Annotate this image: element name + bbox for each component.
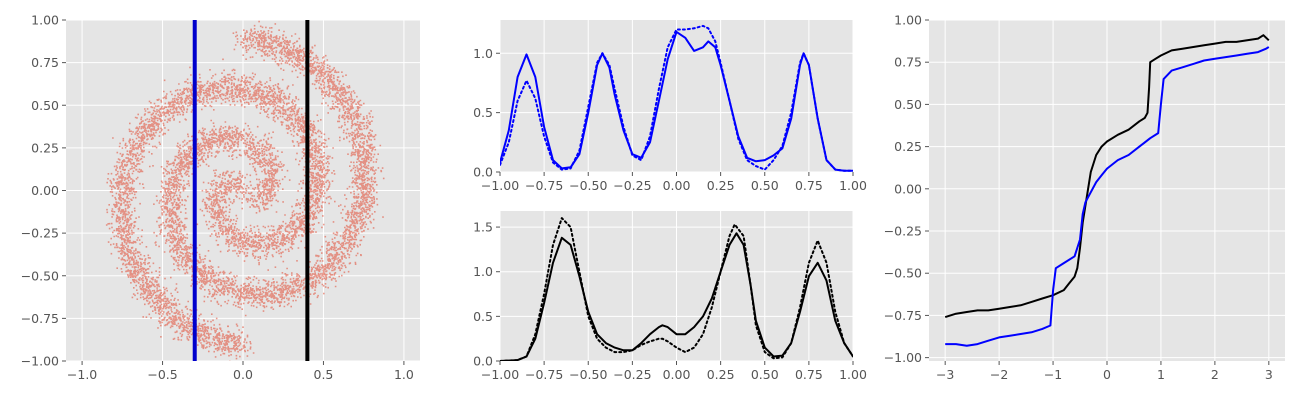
series-line-2 [500, 24, 853, 172]
axis-ticks: −1.00 −0.75 −0.50 −0.25 0.00 0.25 0.50 0.75 1.00… [473, 46, 867, 193]
x-tick-label: −0.25 [613, 367, 651, 382]
y-tick-label: 0.25 [31, 140, 59, 155]
x-tick-label: 0.00 [663, 367, 691, 382]
x-tick-label: 0.00 [663, 178, 691, 193]
x-tick-label: 0.50 [751, 178, 779, 193]
x-tick-label: 1.00 [839, 367, 867, 382]
scatter-points [105, 20, 385, 361]
scatter-point-cloud [105, 20, 385, 361]
x-tick-label: 0.5 [314, 367, 334, 382]
grid [499, 20, 854, 173]
series-line-1 [500, 30, 853, 172]
y-tick-label: 1.0 [473, 46, 493, 61]
x-tick-label: −0.25 [613, 178, 651, 193]
plot-content [105, 20, 385, 361]
y-tick-label: −1.00 [884, 350, 922, 365]
y-tick-label: −0.50 [884, 266, 922, 281]
y-tick-label: 0.75 [894, 55, 922, 70]
grid [499, 211, 854, 362]
grid [929, 19, 1285, 361]
y-tick-label: 0.50 [894, 97, 922, 112]
y-tick-label: 0.00 [894, 181, 922, 196]
panel-1: −1.0 −0.5 0.0 0.5 1.0 −1.00 −0.75 −0.50 −0.25 0.0… [21, 13, 420, 383]
x-tick-label: 0.50 [751, 367, 779, 382]
y-tick-label: 0.5 [473, 105, 493, 120]
x-tick-label: −0.75 [525, 178, 563, 193]
y-tick-label: −0.25 [21, 226, 59, 241]
x-tick-label: −0.50 [569, 367, 607, 382]
x-tick-label: −3 [936, 367, 954, 382]
x-tick-label: 0.25 [707, 367, 735, 382]
x-tick-label: −1 [1044, 367, 1062, 382]
x-tick-label: 0.0 [233, 367, 253, 382]
y-tick-label: 1.00 [894, 13, 922, 28]
axis-ticks: −3 −2 −1 0 1 2 3 −1.00 −0.75 −0.50 −0.25 0.00 0.25 0.… [884, 13, 1273, 383]
y-tick-label: 0.25 [894, 139, 922, 154]
panel-3: −1.00 −0.75 −0.50 −0.25 0.00 0.25 0.50 0.75 1.00… [473, 211, 867, 382]
y-tick-label: 0.0 [473, 354, 493, 369]
x-tick-label: 1.00 [839, 178, 867, 193]
y-tick-label: −1.00 [21, 354, 59, 369]
x-tick-label: −0.5 [147, 367, 177, 382]
y-tick-label: 0.0 [473, 165, 493, 180]
x-tick-label: −2 [990, 367, 1008, 382]
plot-content [500, 24, 853, 172]
series-line-2 [945, 46, 1270, 347]
x-tick-label: −0.75 [525, 367, 563, 382]
x-tick-label: 2 [1211, 367, 1219, 382]
x-tick-label: −1.00 [481, 178, 519, 193]
y-tick-label: 0.00 [31, 183, 59, 198]
y-tick-label: −0.75 [884, 308, 922, 323]
axis-ticks: −1.0 −0.5 0.0 0.5 1.0 −1.00 −0.75 −0.50 −0.25 0.0… [21, 13, 414, 383]
y-tick-label: 1.5 [473, 220, 493, 235]
y-tick-label: −0.75 [21, 311, 59, 326]
x-tick-label: 0.75 [795, 367, 823, 382]
y-tick-label: −0.50 [21, 268, 59, 283]
series-line-2 [500, 217, 853, 361]
x-tick-label: −1.0 [67, 367, 97, 382]
plot-content [944, 34, 1270, 347]
series-line-1 [944, 34, 1270, 319]
y-tick-label: 0.75 [31, 55, 59, 70]
x-tick-label: −0.50 [569, 178, 607, 193]
x-tick-label: 1 [1157, 367, 1165, 382]
y-tick-label: 0.5 [473, 309, 493, 324]
x-tick-label: −1.00 [481, 367, 519, 382]
plot-content [500, 217, 853, 361]
x-tick-label: 0.25 [707, 178, 735, 193]
x-tick-label: 0.75 [795, 178, 823, 193]
y-tick-label: 1.00 [31, 13, 59, 28]
panel-2: −1.00 −0.75 −0.50 −0.25 0.00 0.25 0.50 0.75 1.00… [473, 20, 867, 193]
x-tick-label: 0 [1103, 367, 1111, 382]
x-tick-label: 1.0 [394, 367, 414, 382]
y-tick-label: 1.0 [473, 264, 493, 279]
y-tick-label: 0.50 [31, 98, 59, 113]
x-tick-label: 3 [1265, 367, 1273, 382]
panel-4: −3 −2 −1 0 1 2 3 −1.00 −0.75 −0.50 −0.25 0.00 0.25 0.… [884, 13, 1285, 383]
y-tick-label: −0.25 [884, 224, 922, 239]
axis-ticks: −1.00 −0.75 −0.50 −0.25 0.00 0.25 0.50 0.75 1.00… [473, 220, 867, 382]
